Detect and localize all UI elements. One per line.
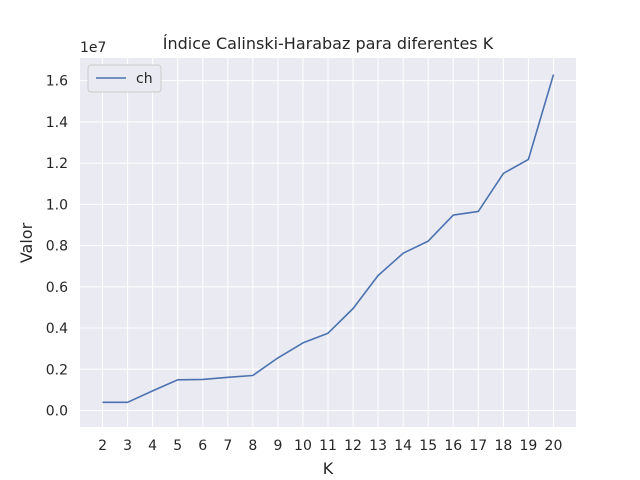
x-tick-label: 5: [173, 438, 182, 454]
x-axis-label: K: [323, 459, 334, 478]
x-tick-label: 7: [223, 438, 232, 454]
y-tick-label: 0.0: [46, 404, 68, 420]
x-tick-label: 19: [519, 438, 537, 454]
y-tick-label: 1.4: [46, 115, 68, 131]
x-tick-label: 2: [98, 438, 107, 454]
series-line-ch: [102, 74, 555, 404]
y-tick-label: 0.4: [46, 321, 68, 337]
x-tick-label: 20: [545, 438, 563, 454]
legend: ch: [87, 64, 162, 93]
series-layer: [102, 74, 555, 404]
grid: [80, 58, 576, 427]
y-tick-label: 0.8: [46, 239, 68, 255]
x-tick-label: 17: [469, 438, 487, 454]
x-tick-label: 3: [123, 438, 132, 454]
x-tick-label: 15: [419, 438, 437, 454]
x-tick-label: 10: [294, 438, 312, 454]
x-tick-label: 6: [198, 438, 207, 454]
x-tick-label: 11: [319, 438, 337, 454]
y-tick-label: 1.0: [46, 197, 68, 213]
y-offset-label: 1e7: [80, 40, 106, 56]
x-tick-label: 9: [273, 438, 282, 454]
x-tick-label: 16: [444, 438, 462, 454]
y-tick-label: 0.2: [46, 362, 68, 378]
y-axis-label: Valor: [17, 222, 36, 263]
x-tick-label: 14: [394, 438, 412, 454]
y-tick-label: 1.6: [46, 74, 68, 90]
x-tick-label: 12: [344, 438, 362, 454]
x-tick-label: 8: [248, 438, 257, 454]
x-tick-label: 4: [148, 438, 157, 454]
y-tick-label: 0.6: [46, 280, 68, 296]
y-tick-labels: 0.0 0.2 0.4 0.6 0.8 1.0 1.2 1.4 1.6: [46, 74, 68, 420]
x-tick-labels: 2 3 4 5 6 7 8 9 10 11 12 13 14 15 16 17 18 19 20: [98, 438, 562, 454]
x-tick-label: 13: [369, 438, 387, 454]
y-tick-label: 1.2: [46, 156, 68, 172]
chart-title: Índice Calinski-Harabaz para diferentes …: [163, 34, 494, 53]
x-tick-label: 18: [494, 438, 512, 454]
legend-label-ch: ch: [136, 71, 153, 87]
